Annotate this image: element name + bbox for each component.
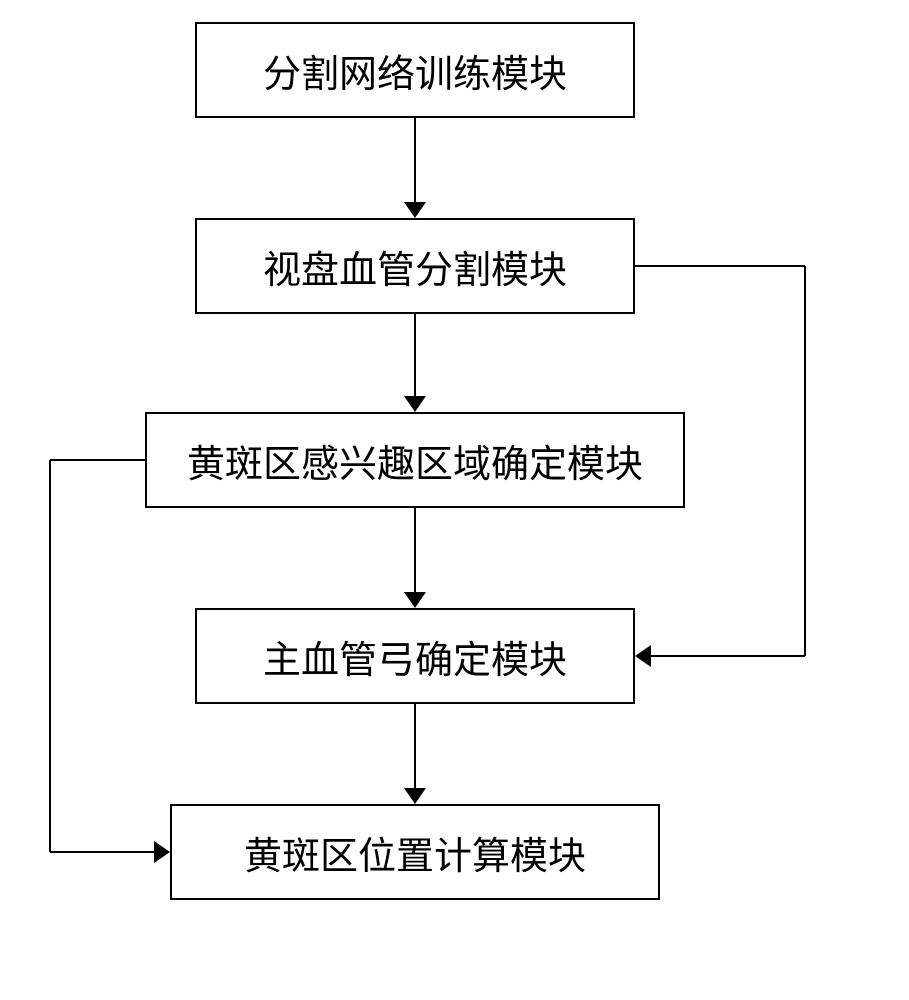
node-macular-position-calc: 黄斑区位置计算模块 bbox=[170, 804, 660, 900]
edge-segment bbox=[50, 459, 145, 461]
arrowhead-icon bbox=[404, 788, 426, 804]
node-label: 视盘血管分割模块 bbox=[263, 239, 567, 294]
node-label: 黄斑区位置计算模块 bbox=[244, 825, 586, 880]
node-main-vessel-arch: 主血管弓确定模块 bbox=[195, 608, 635, 704]
edge-segment bbox=[414, 314, 416, 398]
node-label: 分割网络训练模块 bbox=[263, 43, 567, 98]
node-disc-vessel-segmentation: 视盘血管分割模块 bbox=[195, 218, 635, 314]
node-training-module: 分割网络训练模块 bbox=[195, 22, 635, 118]
node-macular-roi: 黄斑区感兴趣区域确定模块 bbox=[145, 412, 685, 508]
arrowhead-icon bbox=[404, 202, 426, 218]
node-label: 黄斑区感兴趣区域确定模块 bbox=[187, 433, 643, 488]
edge-segment bbox=[635, 265, 805, 267]
arrowhead-icon bbox=[404, 396, 426, 412]
edge-segment bbox=[414, 118, 416, 204]
edge-segment bbox=[414, 508, 416, 594]
edge-segment bbox=[414, 704, 416, 790]
edge-segment bbox=[649, 655, 805, 657]
edge-segment bbox=[804, 266, 806, 656]
arrowhead-icon bbox=[404, 592, 426, 608]
arrowhead-icon bbox=[635, 645, 651, 667]
node-label: 主血管弓确定模块 bbox=[263, 629, 567, 684]
arrowhead-icon bbox=[154, 841, 170, 863]
edge-segment bbox=[50, 851, 156, 853]
edge-segment bbox=[49, 460, 51, 852]
